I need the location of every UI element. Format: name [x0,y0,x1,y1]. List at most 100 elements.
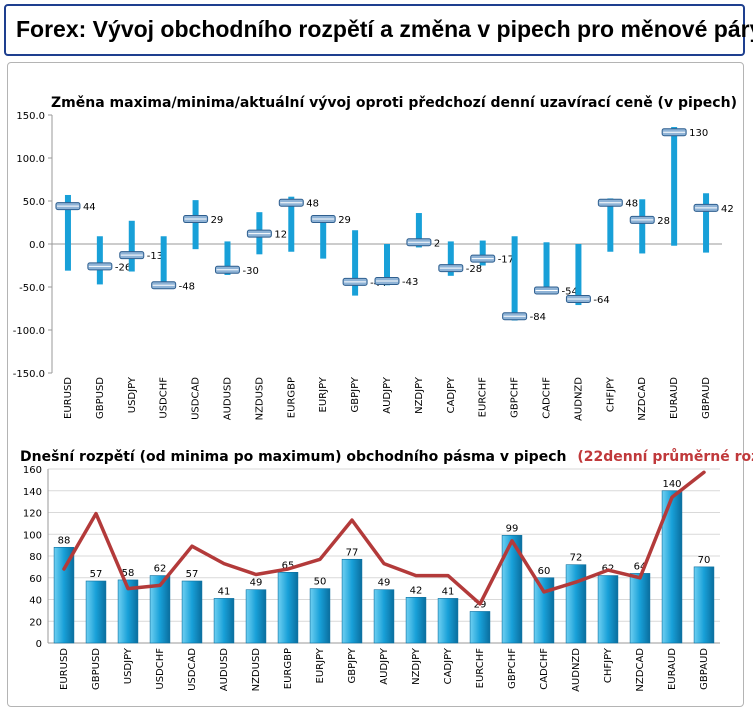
chart2-title-main: Dnešní rozpětí (od minima po maximum) ob… [20,449,566,465]
chart2-x-tick-label: NZDCAD [635,648,646,692]
chart1-data-label: 12 [274,230,287,241]
chart1-data-label: 42 [721,204,734,215]
chart1-range-bar [511,236,518,321]
chart2-data-label: 64 [634,561,647,572]
chart2-bar [533,577,555,644]
chart2-x-tick-label: AUDNZD [571,648,582,692]
chart2-data-label: 99 [506,523,519,534]
chart2-y-tick-label: 80 [29,552,42,563]
chart1-x-tick-label: CADCHF [542,377,553,419]
chart2-data-label: 70 [698,555,711,566]
chart1-data-label: -26 [115,262,131,273]
chart2-x-tick-label: CADJPY [443,647,454,684]
chart1-x-tick-label: NZDCAD [637,377,648,421]
header-box: Forex: Vývoj obchodního rozpětí a změna … [4,4,753,56]
chart1-y-tick-label: 150.0 [16,111,45,122]
chart2-data-label: 57 [90,569,103,580]
chart1-data-label: 2 [434,238,440,249]
chart1-range-bar [64,194,71,271]
chart2-x-tick-label: USDCAD [187,648,198,691]
chart2-x-tick-label: EURAUD [667,648,678,690]
chart2-y-tick-label: 140 [23,487,42,498]
chart2-data-label: 57 [186,569,199,580]
chart2-x-tick-label: EURUSD [59,648,70,690]
chart2-bar [405,597,427,644]
chart1-range-bar [384,244,390,286]
chart1-range-bar [543,242,550,293]
chart1-range-bar [703,193,710,253]
chart1-data-label: -84 [530,312,546,323]
chart2-x-tick-label: EURJPY [315,647,326,683]
chart2-y-tick-label: 100 [23,530,42,541]
chart1-data-label: -54 [562,286,578,297]
chart1-range-bar [415,213,422,248]
chart2-bar [117,579,139,644]
chart1-data-label: 48 [625,199,638,210]
chart1-data-label: 28 [657,216,670,227]
chart1-x-tick-label: GBPCHF [510,377,521,418]
chart2-bar [565,564,587,644]
chart1-range-bar [160,236,167,289]
chart2-data-label: 140 [662,479,681,490]
chart2-data-label: 50 [314,577,327,588]
chart1-x-tick-label: USDCHF [159,377,170,419]
chart2-x-tick-label: EURCHF [475,648,486,689]
chart1-range-bar [320,216,327,259]
chart2-bar [501,535,523,644]
chart1-y-tick-label: 0.0 [29,240,45,251]
chart1-range-bar [128,220,135,272]
chart2-y-tick-label: 20 [29,617,42,628]
chart2-data-label: 77 [346,547,359,558]
chart2-bar [245,589,267,644]
chart2-bar [85,580,107,644]
chart2-x-tick-label: CADCHF [539,648,550,690]
chart1-data-label: -30 [242,266,258,277]
chart1-x-tick-label: EURCHF [478,377,489,418]
chart2-data-label: 41 [218,586,231,597]
chart2-x-tick-label: GBPCHF [507,648,518,689]
chart2-bar [181,580,203,644]
chart2-bar [597,575,619,644]
chart2-data-label: 49 [250,578,263,589]
chart1-data-label: 130 [689,128,708,139]
chart1-range-bar [288,196,295,252]
chart1-range-bar [224,241,231,275]
chart1-range-bar [352,230,359,296]
chart1-data-label: -13 [147,251,163,262]
chart1-x-tick-label: GBPUSD [95,377,106,419]
chart2-title: Dnešní rozpětí (od minima po maximum) ob… [20,448,753,465]
chart1-range-bar [192,200,199,250]
chart1-x-tick-label: NZDJPY [414,376,425,414]
chart2-x-tick-label: NZDUSD [251,648,262,692]
chart2-y-tick-label: 0 [36,639,42,650]
chart1-y-tick-label: -50.0 [19,283,45,294]
chart1-x-tick-label: GBPAUD [701,377,712,419]
chart1-range-bar [575,244,582,306]
chart1-data-label: -48 [179,281,195,292]
chart1-x-tick-label: AUDUSD [222,377,233,421]
chart2-x-tick-label: USDJPY [123,647,134,684]
chart2-data-label: 62 [154,564,167,575]
chart2-data-label: 41 [442,586,455,597]
chart2-bar [469,611,491,644]
chart1-range-bar [479,240,486,266]
chart1-x-tick-label: NZDUSD [254,377,265,421]
chart1-x-tick-label: EURUSD [63,377,74,419]
chart2-average-line [62,470,706,606]
chart2-data-label: 49 [378,578,391,589]
chart2-y-tick-label: 160 [23,465,42,476]
chart1-x-tick-label: EURJPY [318,376,329,412]
chart1-data-label: -17 [498,255,514,266]
chart1-y-tick-label: 50.0 [23,197,45,208]
chart1-range-bar [447,241,454,276]
chart2-bar [213,598,235,644]
chart1-y-tick-label: -150.0 [13,369,45,380]
chart2-bar [309,588,331,644]
chart2-x-tick-label: NZDJPY [411,647,422,685]
chart2-bar [629,573,651,644]
chart1-y-tick-label: 100.0 [16,154,45,165]
chart2-bar [149,575,171,644]
chart2-bar [693,566,715,644]
chart2-x-tick-label: AUDUSD [219,648,230,692]
